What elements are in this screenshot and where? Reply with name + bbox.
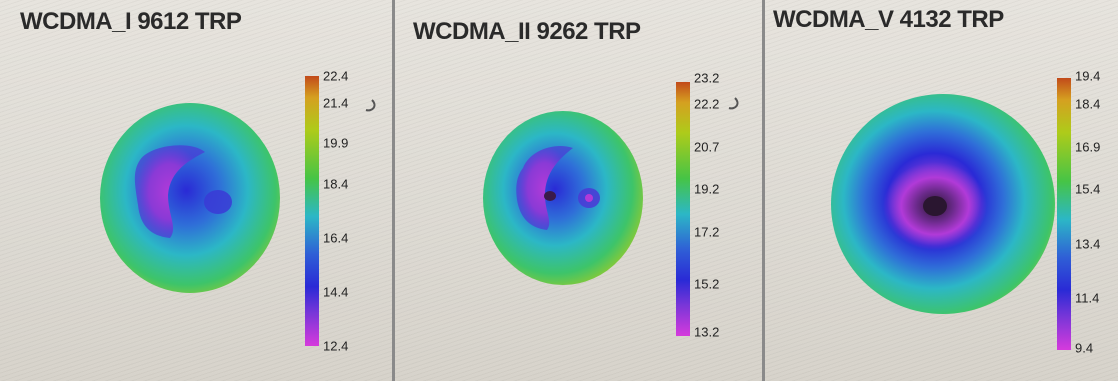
trp-3d-pattern-plot: [100, 99, 376, 293]
trp-panel-wcdma-i: WCDMA_I 9612 TRP: [0, 0, 392, 381]
trp-panel-wcdma-ii: WCDMA_II 9262 TRP: [395, 0, 762, 381]
panel-title: WCDMA_I 9612 TRP: [20, 8, 242, 35]
low-value-spot: [204, 190, 232, 214]
colorbar-tick: 19.9: [323, 135, 349, 151]
colorbar-tick: 16.9: [1075, 139, 1101, 155]
colorbar-tick: 15.4: [1075, 181, 1101, 197]
colorbar-tick: 14.4: [323, 284, 349, 300]
trp-3d-pattern-plot: [831, 94, 1055, 314]
low-value-region: [516, 146, 573, 230]
null-point: [544, 191, 556, 201]
colorbar-tick: 9.4: [1075, 340, 1094, 356]
colorbar-tick: 20.7: [694, 139, 720, 155]
low-value-spot-core: [585, 194, 593, 202]
colorbar-tick: 15.2: [694, 276, 720, 292]
pattern-sphere: [100, 103, 280, 293]
colorbar-tick: 18.4: [323, 176, 349, 192]
colorbar-tick: 16.4: [323, 230, 349, 246]
colorbar-tick: 12.4: [323, 338, 349, 354]
low-value-region: [134, 145, 205, 238]
colorbar-tick: 22.4: [323, 68, 349, 84]
colorbar-tick: 18.4: [1075, 96, 1101, 112]
panel-divider: [762, 0, 765, 381]
panel-title: WCDMA_V 4132 TRP: [773, 6, 1004, 33]
colorbar: [1057, 78, 1071, 350]
colorbar-tick: 22.2: [694, 96, 720, 112]
colorbar-tick: 19.4: [1075, 68, 1101, 84]
reflection-mark: [365, 99, 376, 112]
trp-panel-wcdma-v: WCDMA_V 4132 TRP: [765, 0, 1118, 381]
colorbar-tick: 13.2: [694, 324, 720, 340]
pattern-sphere: [483, 111, 643, 285]
colorbar-tick: 13.4: [1075, 236, 1101, 252]
null-point: [923, 196, 947, 216]
trp-3d-pattern-plot: [483, 97, 739, 285]
colorbar-tick: 21.4: [323, 95, 349, 111]
reflection-mark: [728, 97, 739, 110]
colorbar-tick: 17.2: [694, 224, 720, 240]
colorbar-tick: 19.2: [694, 181, 720, 197]
colorbar-tick: 23.2: [694, 70, 720, 86]
panel-divider: [392, 0, 395, 381]
colorbar: [305, 76, 319, 346]
panel-title: WCDMA_II 9262 TRP: [413, 18, 641, 45]
colorbar: [676, 82, 690, 336]
colorbar-tick: 11.4: [1075, 290, 1100, 306]
